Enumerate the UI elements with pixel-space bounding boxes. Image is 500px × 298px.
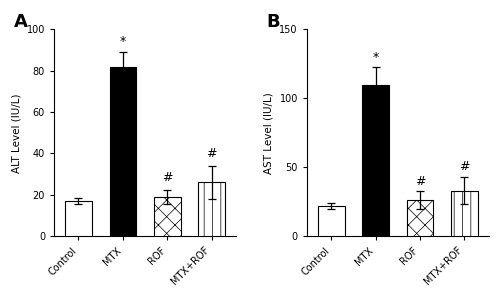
Text: #: # bbox=[206, 147, 217, 160]
Bar bbox=[407, 200, 434, 236]
Bar bbox=[318, 206, 344, 236]
Text: A: A bbox=[14, 13, 28, 31]
Y-axis label: AST Level (IU/L): AST Level (IU/L) bbox=[264, 92, 274, 174]
Text: #: # bbox=[162, 171, 172, 184]
Text: *: * bbox=[372, 51, 379, 64]
Bar bbox=[65, 201, 92, 236]
Bar bbox=[110, 67, 136, 236]
Text: #: # bbox=[459, 160, 469, 173]
Text: #: # bbox=[415, 175, 426, 188]
Bar bbox=[451, 191, 478, 236]
Text: *: * bbox=[120, 35, 126, 48]
Text: B: B bbox=[267, 13, 280, 31]
Bar bbox=[198, 182, 225, 236]
Bar bbox=[154, 197, 180, 236]
Bar bbox=[362, 85, 389, 236]
Y-axis label: ALT Level (IU/L): ALT Level (IU/L) bbox=[11, 93, 21, 173]
